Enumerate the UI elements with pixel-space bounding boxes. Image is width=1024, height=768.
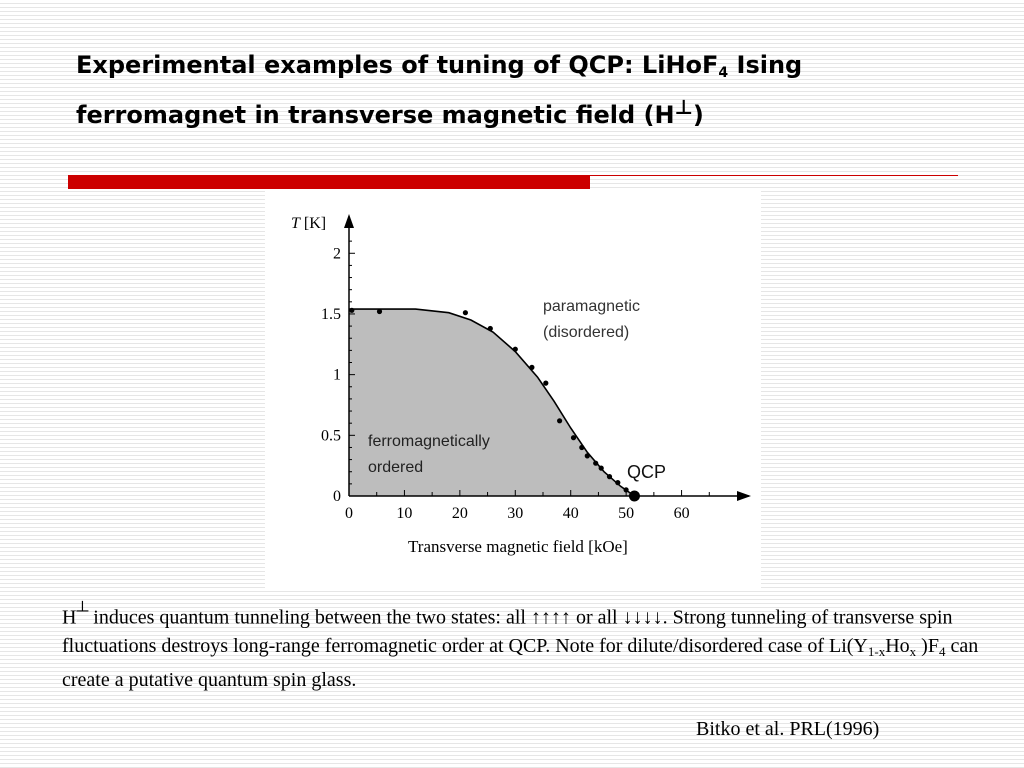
title-rule-line (590, 175, 958, 176)
data-point (512, 346, 518, 352)
y-tick-label: 1.5 (321, 306, 341, 323)
data-point (349, 307, 355, 313)
data-point (593, 460, 599, 466)
citation: Bitko et al. PRL(1996) (696, 718, 880, 740)
body-sub-3: 4 (938, 643, 946, 659)
data-point (584, 453, 590, 459)
data-point (606, 474, 613, 480)
x-tick-label: 10 (396, 505, 412, 522)
data-point (529, 364, 535, 370)
body-f: )F (916, 634, 939, 657)
perp-symbol: ⊥ (674, 95, 693, 119)
body-sub-2: x (909, 643, 917, 659)
data-point (615, 480, 621, 486)
data-point (462, 310, 468, 316)
data-point (376, 308, 383, 315)
data-point (557, 418, 563, 424)
y-axis-label: T [K] (291, 215, 326, 232)
data-point (487, 325, 493, 332)
data-point (543, 380, 549, 386)
body-sub-1: 1-x (867, 643, 886, 659)
title-subscript: 4 (718, 65, 729, 81)
title-rule (68, 175, 958, 189)
body-ho: Ho (885, 634, 910, 657)
title-rule-bar (68, 175, 590, 189)
title-text-3: ) (692, 101, 704, 129)
body-text: H┴ induces quantum tunneling between the… (62, 597, 1002, 694)
figure-panel: 0 10 20 30 40 50 60 0 0.5 1 1.5 2 T [K] Transverse … (265, 190, 761, 590)
x-tick-label: 0 (345, 505, 353, 522)
x-axis-arrow (737, 491, 751, 501)
y-tick-label: 2 (333, 245, 341, 262)
title-text-2: Ising ferromagnet in transverse magnetic… (76, 51, 803, 129)
y-axis-label-symbol: T (291, 215, 301, 232)
title-text: Experimental examples of tuning of QCP: … (76, 51, 719, 79)
ordered-label: ordered (368, 459, 423, 476)
data-point (623, 487, 629, 493)
paramagnetic-label: paramagnetic (543, 298, 640, 315)
disordered-label: (disordered) (543, 324, 629, 341)
qcp-label: QCP (627, 462, 666, 482)
x-tick-label: 30 (507, 505, 523, 522)
ordered-region (349, 309, 635, 496)
body-tail: can create a putative quantum spin glass… (62, 634, 979, 691)
body-h: H (62, 606, 77, 629)
data-point (598, 465, 604, 471)
qcp-marker (628, 490, 640, 502)
y-tick-label: 0 (333, 488, 341, 505)
phase-diagram-chart: 0 10 20 30 40 50 60 0 0.5 1 1.5 2 T [K] Transverse … (291, 214, 751, 556)
data-point (579, 444, 585, 451)
y-tick-label: 0.5 (321, 427, 341, 444)
x-tick-label: 40 (563, 505, 579, 522)
ferromagnetic-label: ferromagnetically (368, 433, 490, 450)
y-axis-arrow (344, 214, 354, 228)
data-point (570, 435, 577, 441)
y-tick-label: 1 (333, 367, 341, 384)
x-axis-label: Transverse magnetic field [kOe] (408, 537, 628, 556)
y-axis-label-unit: [K] (300, 215, 326, 232)
x-tick-label: 60 (674, 505, 690, 522)
body-perp-symbol: ┴ (76, 601, 89, 620)
body-paragraph: induces quantum tunneling between the tw… (62, 606, 953, 657)
slide-title: Experimental examples of tuning of QCP: … (76, 48, 976, 132)
x-tick-label: 50 (618, 505, 634, 522)
x-tick-label: 20 (452, 505, 468, 522)
